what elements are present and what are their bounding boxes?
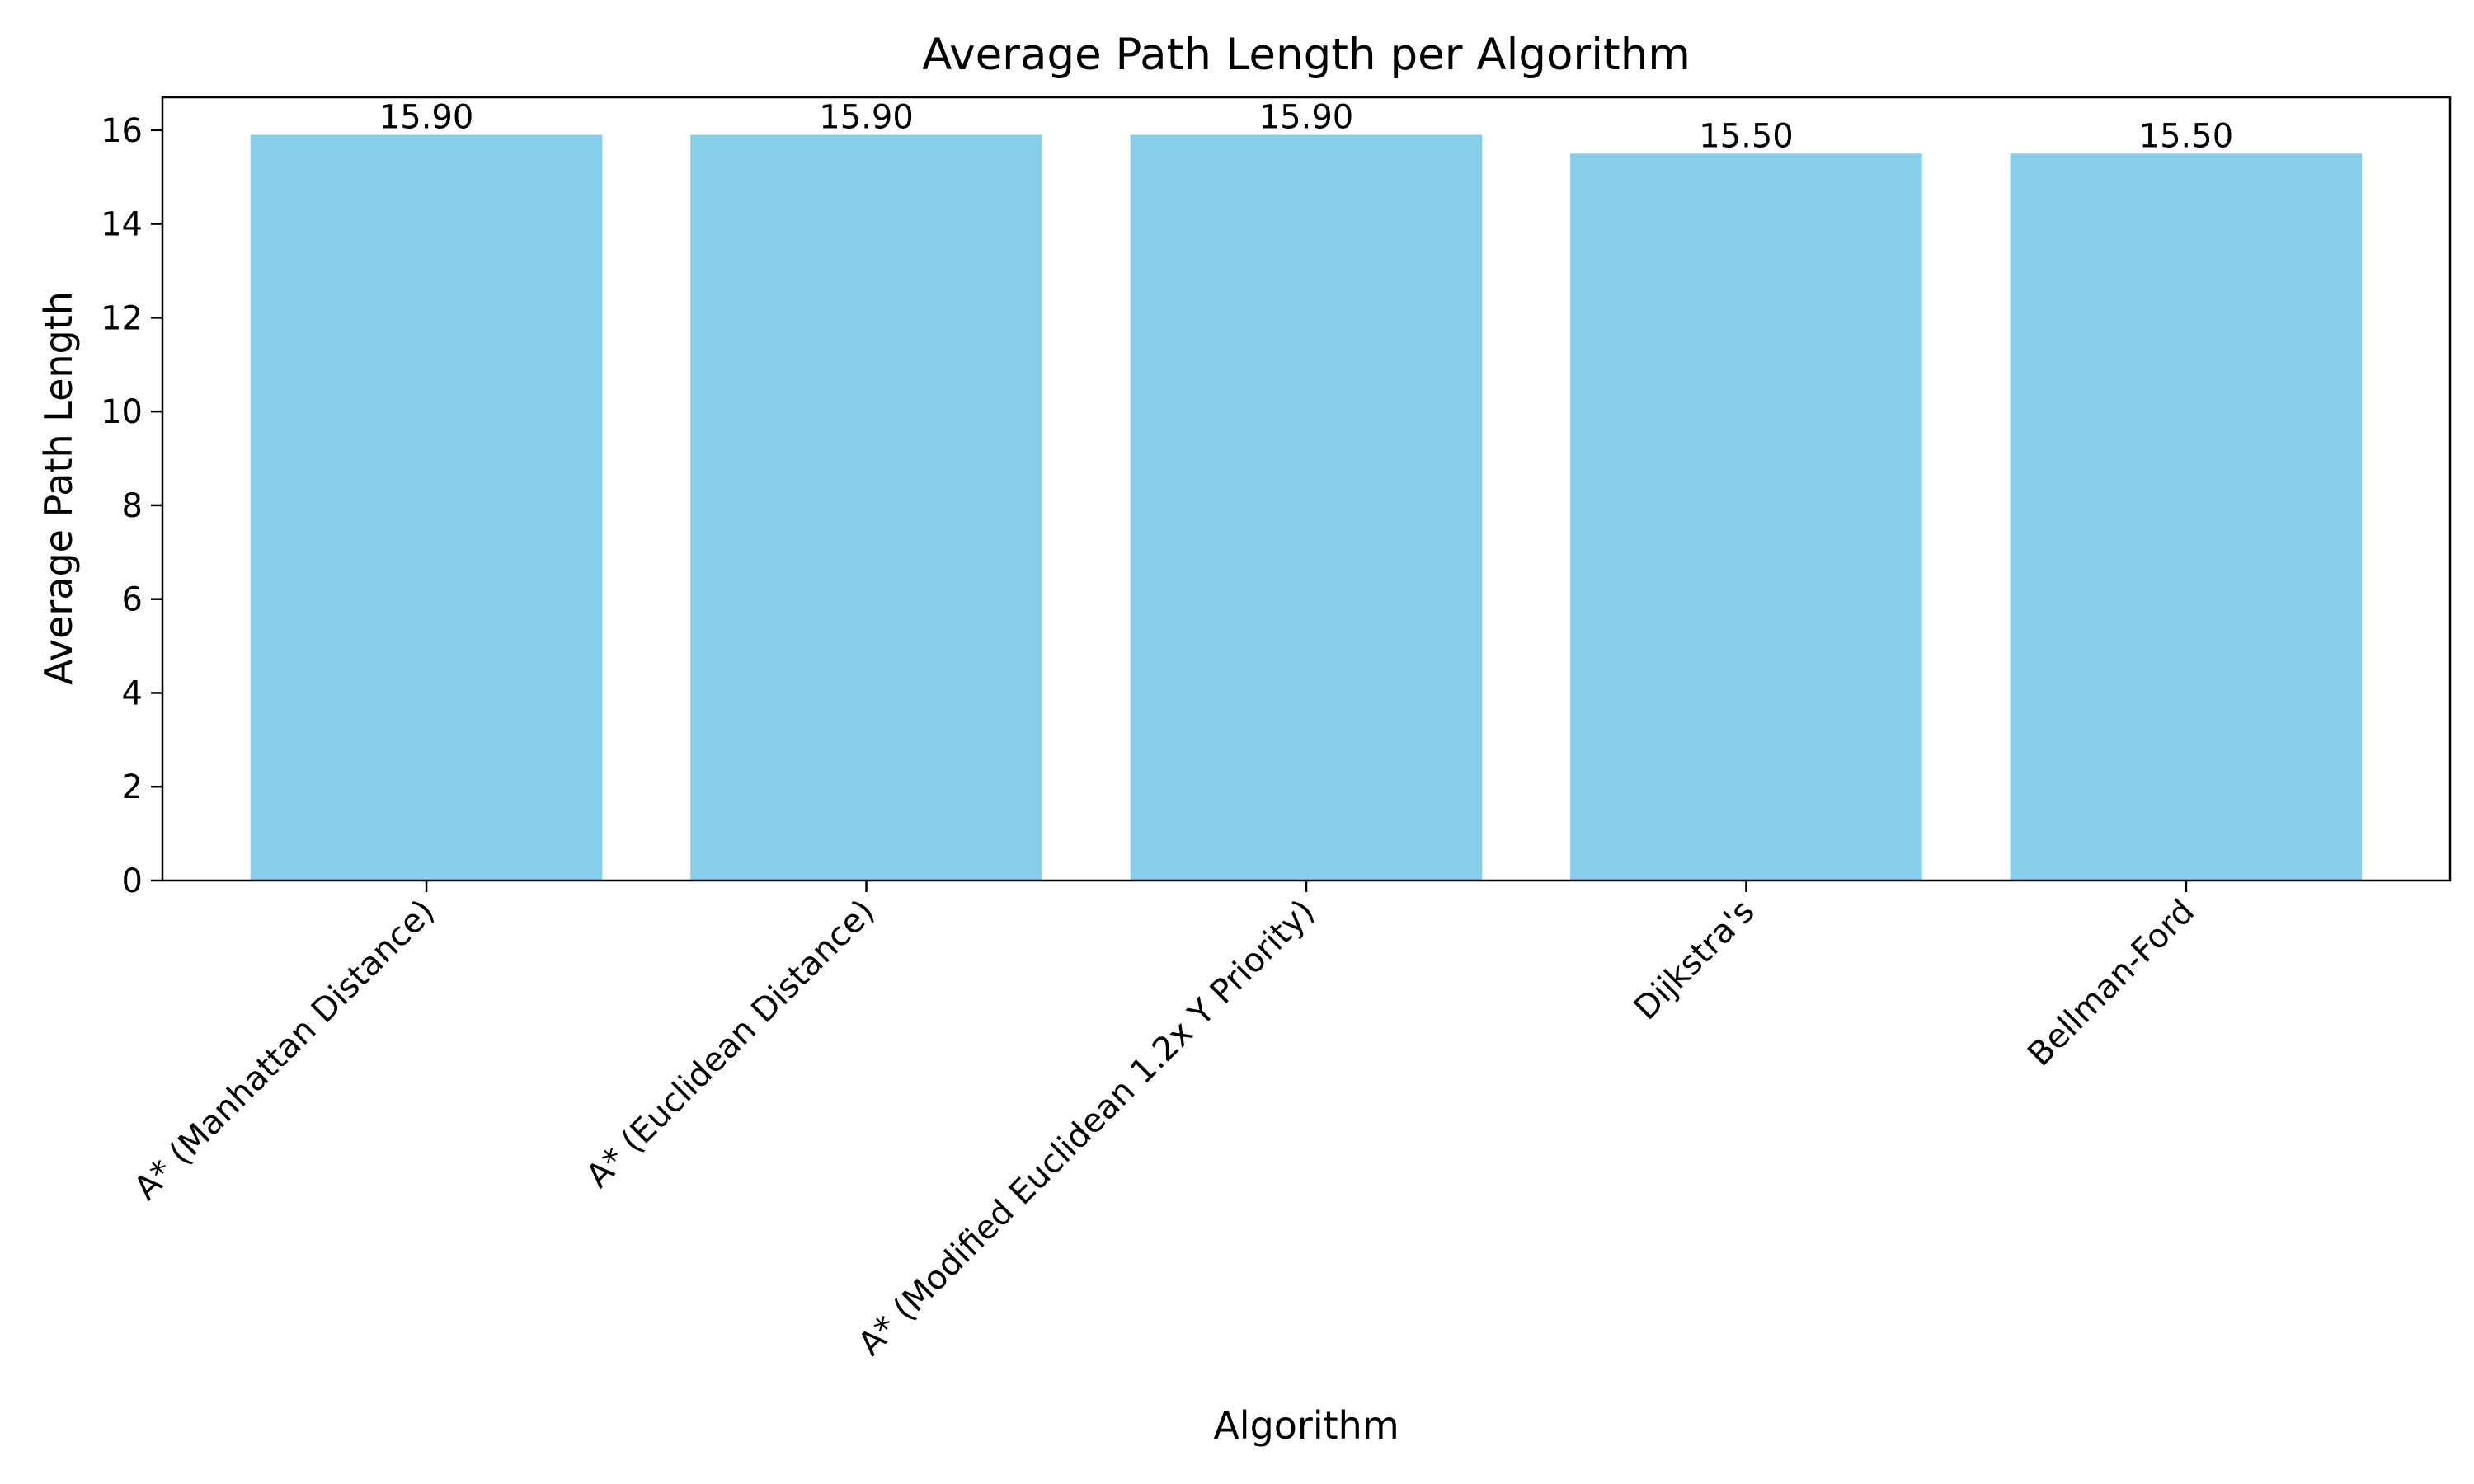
bar xyxy=(1130,134,1483,881)
x-tick-label: A* (Modified Euclidean 1.2x Y Priority) xyxy=(851,893,1322,1364)
y-tick-label: 10 xyxy=(101,393,143,431)
y-tick-label: 0 xyxy=(122,862,143,900)
y-tick-label: 6 xyxy=(122,581,143,619)
chart-title: Average Path Length per Algorithm xyxy=(922,30,1691,80)
y-axis-label: Average Path Length xyxy=(36,291,81,685)
y-tick-label: 8 xyxy=(122,487,143,525)
bar xyxy=(250,134,603,881)
x-axis-label: Algorithm xyxy=(1213,1403,1399,1448)
x-tick-label: A* (Manhattan Distance) xyxy=(127,893,442,1208)
bar xyxy=(2010,153,2363,881)
y-tick-label: 16 xyxy=(101,112,143,150)
x-tick-label: A* (Euclidean Distance) xyxy=(579,893,882,1195)
y-tick-label: 4 xyxy=(122,674,143,712)
plot-area: 15.90 15.90 15.90 15.50 15.50 0 2 4 6 8 10 12 14 16 A*… xyxy=(101,96,2452,1364)
x-tick-label: Dijkstra's xyxy=(1627,893,1762,1028)
y-tick-label: 2 xyxy=(122,768,143,806)
bar-value-label: 15.90 xyxy=(379,99,474,137)
y-tick-label: 12 xyxy=(101,299,143,337)
bar-value-label: 15.50 xyxy=(1699,117,1794,155)
y-tick-label: 14 xyxy=(101,206,143,244)
bar xyxy=(690,134,1042,881)
bar-value-label: 15.90 xyxy=(819,99,914,137)
bar-value-label: 15.50 xyxy=(2139,117,2234,155)
x-tick-label: Bellman-Ford xyxy=(2020,893,2202,1074)
axes-frame xyxy=(161,96,2452,882)
bar-value-label: 15.90 xyxy=(1259,99,1354,137)
bar xyxy=(1570,153,1922,881)
